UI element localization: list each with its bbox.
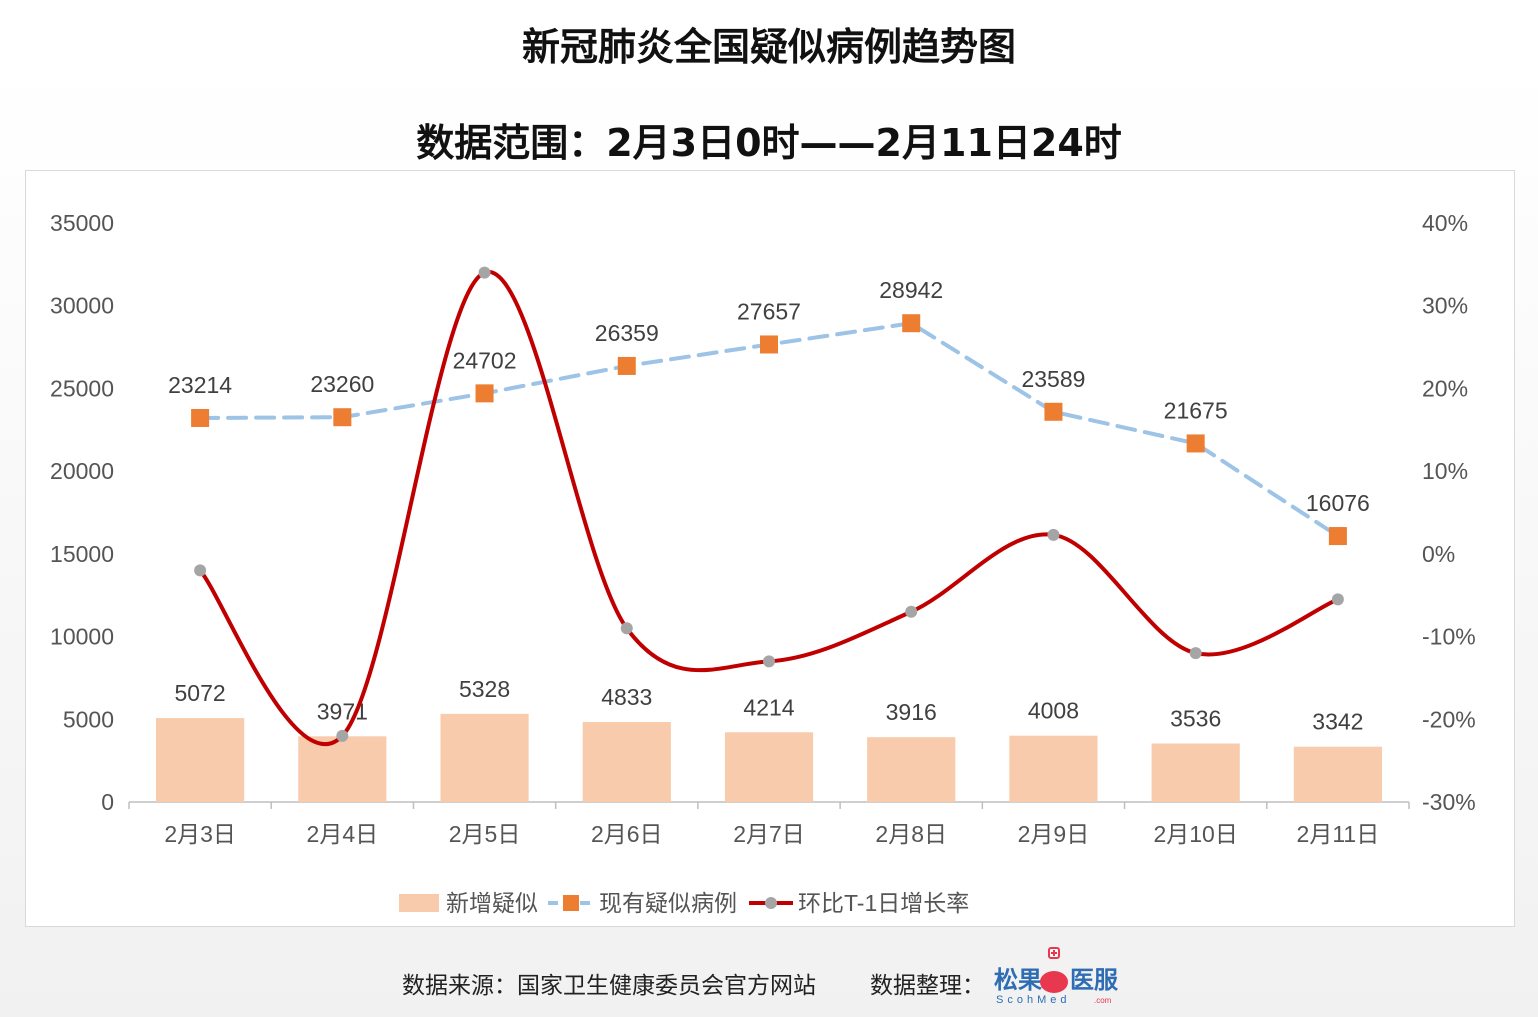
organizer-label: 数据整理： (870, 973, 985, 999)
existing-cases-data-label: 27657 (737, 298, 801, 324)
legend-swatch-growth-marker (765, 897, 777, 909)
bar (156, 718, 245, 802)
bar (1009, 735, 1098, 802)
growth-rate-marker (620, 622, 633, 635)
existing-cases-marker (617, 356, 636, 375)
bar-data-label: 4008 (1028, 698, 1079, 724)
left-axis-tick-label: 5000 (63, 706, 114, 732)
chart-area: 0 5000 10000 15000 20000 25000 30000 35000 -30% -… (25, 170, 1515, 927)
bar-data-label: 5072 (175, 680, 226, 706)
logo-pinecone-icon (1040, 947, 1068, 993)
growth-rate-line (198, 270, 1339, 747)
bar-data-label: 3342 (1312, 709, 1363, 735)
existing-cases-marker (902, 314, 921, 333)
growth-rate-marker (1189, 647, 1202, 660)
right-axis-tick-label: 10% (1422, 458, 1468, 484)
combo-chart: 0 5000 10000 15000 20000 25000 30000 35000 -30% -… (50, 210, 1476, 916)
bar-data-label: 3536 (1170, 706, 1221, 732)
x-axis-tick-label: 2月3日 (164, 821, 236, 847)
left-axis-tick-label: 15000 (50, 541, 114, 567)
right-axis-tick-label: 20% (1422, 375, 1468, 401)
chart-subtitle: 数据范围：2月3日0时——2月11日24时 (416, 121, 1122, 165)
legend-label-growth: 环比T-1日增长率 (798, 890, 969, 916)
legend-swatch-new (399, 894, 439, 912)
existing-cases-marker (191, 408, 210, 427)
existing-cases-line (198, 321, 1340, 539)
bar (724, 732, 814, 802)
growth-rate-marker (336, 729, 349, 742)
growth-rate-marker (194, 564, 207, 577)
right-axis-tick-label: 0% (1422, 541, 1455, 567)
existing-cases-data-label: 26359 (595, 320, 659, 346)
left-axis-tick-label: 20000 (50, 458, 114, 484)
growth-rate-marker (1331, 593, 1344, 606)
x-axis-tick-label: 2月10日 (1153, 821, 1237, 847)
existing-cases-marker (1328, 527, 1347, 546)
bar (1151, 743, 1240, 802)
x-axis-tick-label: 2月8日 (875, 821, 947, 847)
bar (867, 737, 956, 802)
logo-text-left: 松果 (994, 967, 1042, 994)
existing-cases-data-label: 23214 (168, 372, 232, 398)
x-axis-tick-label: 2月7日 (733, 821, 805, 847)
growth-rate-marker (1047, 528, 1060, 541)
left-axis-tick-label: 35000 (50, 210, 114, 236)
legend-swatch-existing-marker (563, 895, 579, 911)
bar-data-label: 4214 (743, 694, 794, 720)
growth-rate-marker (763, 655, 775, 668)
logo-com: .com (1094, 996, 1112, 1005)
existing-cases-data-label: 28942 (879, 277, 943, 303)
right-axis-tick-label: 40% (1422, 210, 1468, 236)
right-axis-tick-label: -10% (1422, 624, 1476, 650)
bar (440, 713, 529, 802)
legend-label-existing: 现有疑似病例 (599, 890, 737, 916)
chart-title: 新冠肺炎全国疑似病例趋势图 (521, 25, 1016, 69)
bar-data-label: 5328 (459, 676, 510, 702)
scohmed-logo: 松果 医服 ScohMed .com (994, 947, 1119, 1006)
bar-data-label: 3916 (886, 699, 937, 725)
right-axis-tick-label: -20% (1422, 706, 1476, 732)
left-axis-tick-label: 0 (101, 789, 114, 815)
bar (298, 736, 387, 802)
left-axis-tick-label: 10000 (50, 624, 114, 650)
existing-cases-data-label: 16076 (1306, 490, 1370, 516)
legend-label-new: 新增疑似 (446, 890, 538, 916)
data-source: 数据来源：国家卫生健康委员会官方网站 (402, 973, 816, 999)
existing-cases-data-label: 24702 (453, 347, 517, 373)
existing-cases-data-label: 21675 (1164, 397, 1228, 423)
existing-cases-data-label: 23260 (310, 371, 374, 397)
right-axis-tick-label: 30% (1422, 293, 1468, 319)
bar (1293, 746, 1382, 802)
bar (582, 722, 671, 802)
existing-cases-marker (760, 335, 778, 354)
x-axis-tick-label: 2月9日 (1018, 821, 1090, 847)
right-axis-tick-label: -30% (1422, 789, 1476, 815)
existing-cases-marker (1044, 402, 1063, 421)
existing-cases-data-label: 23589 (1021, 366, 1085, 392)
logo-text-right: 医服 (1070, 967, 1119, 994)
existing-cases-marker (475, 384, 494, 403)
x-axis-tick-label: 2月6日 (591, 821, 663, 847)
left-axis-tick-label: 25000 (50, 375, 114, 401)
x-axis-tick-label: 2月4日 (307, 821, 379, 847)
x-axis-tick-label: 2月5日 (449, 821, 521, 847)
existing-cases-marker (1186, 434, 1205, 453)
growth-rate-marker (905, 605, 918, 618)
logo-subtitle: ScohMed (996, 994, 1070, 1006)
left-axis-tick-label: 30000 (50, 293, 114, 319)
footer: 数据来源：国家卫生健康委员会官方网站 数据整理： (0, 962, 1538, 1002)
existing-cases-marker (333, 408, 352, 427)
growth-rate-marker (478, 266, 491, 279)
bar-data-label: 4833 (601, 684, 652, 710)
x-axis-tick-label: 2月11日 (1297, 821, 1380, 847)
